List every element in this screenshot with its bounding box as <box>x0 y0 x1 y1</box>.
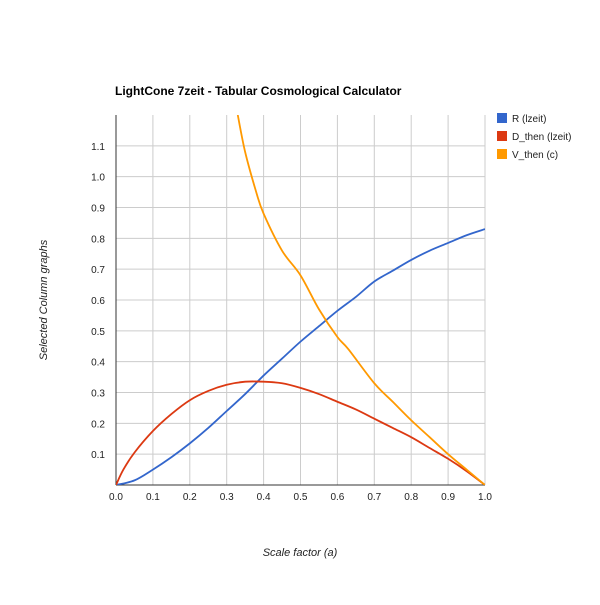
y-tick-label: 0.1 <box>91 450 105 461</box>
legend-swatch <box>497 149 507 159</box>
y-tick-label: 0.7 <box>91 265 105 276</box>
chart-title: LightCone 7zeit - Tabular Cosmological C… <box>115 84 402 98</box>
x-tick-label: 0.6 <box>330 492 344 503</box>
legend: R (lzeit) D_then (lzeit) V_then (c) <box>497 113 571 161</box>
y-tick-label: 0.3 <box>91 389 105 400</box>
legend-label: D_then (lzeit) <box>512 132 571 143</box>
y-tick-label: 0.2 <box>91 419 105 430</box>
y-tick-label: 0.9 <box>91 204 105 215</box>
series-line-3 <box>236 115 485 485</box>
y-tick-label: 0.4 <box>91 358 105 369</box>
x-tick-label: 1.0 <box>478 492 492 503</box>
legend-label: R (lzeit) <box>512 114 546 125</box>
x-axis-title: Scale factor (a) <box>263 547 338 559</box>
y-tick-label: 0.6 <box>91 296 105 307</box>
y-tick-label: 1.0 <box>91 173 105 184</box>
series-layer <box>116 115 485 485</box>
series-line-2 <box>116 380 485 485</box>
legend-swatch <box>497 113 507 123</box>
x-tick-label: 0.1 <box>146 492 160 503</box>
legend-label: V_then (c) <box>512 150 558 161</box>
x-tick-label: 0.9 <box>441 492 455 503</box>
x-tick-label: 0.3 <box>220 492 234 503</box>
legend-swatch <box>497 131 507 141</box>
x-tick-label: 0.8 <box>404 492 418 503</box>
y-axis-title: Selected Column graphs <box>38 239 50 360</box>
y-tick-label: 0.8 <box>91 234 105 245</box>
y-tick-label: 1.1 <box>91 142 105 153</box>
x-tick-label: 0.2 <box>183 492 197 503</box>
x-tick-label: 0.4 <box>257 492 271 503</box>
series-line-1 <box>116 228 485 485</box>
y-tick-label: 0.5 <box>91 327 105 338</box>
x-tick-label: 0.7 <box>367 492 381 503</box>
x-tick-label: 0.5 <box>294 492 308 503</box>
axis-layer: 0.0 0.1 0.2 0.3 0.4 0.5 0.6 0.7 0.8 0.9 1.0 0.1 0.2 0… <box>91 115 492 503</box>
grid-layer <box>116 115 486 485</box>
x-tick-label: 0.0 <box>109 492 123 503</box>
